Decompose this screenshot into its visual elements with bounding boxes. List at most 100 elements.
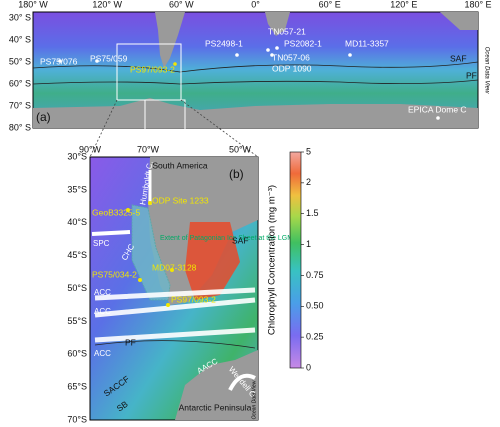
- site-marker: [275, 46, 279, 50]
- panel-label: (b): [229, 167, 244, 181]
- colorbar-tick-label: 0.50: [306, 301, 324, 311]
- x-tick-label: 60° E: [319, 0, 341, 9]
- front-label: PF: [466, 70, 477, 80]
- site-label: TN057-06: [272, 52, 310, 62]
- colorbar-tick-label: 1.5: [306, 208, 319, 218]
- site-marker: [148, 201, 152, 205]
- colorbar-tick-label: 0.75: [306, 270, 324, 280]
- connector: [89, 99, 118, 158]
- antarctica: [33, 98, 478, 128]
- pf-line: [94, 340, 256, 349]
- site-label: PS97/093-2: [171, 294, 216, 304]
- site-marker: [126, 208, 130, 212]
- y-tick-label: 35°S: [67, 184, 87, 194]
- current-label: ACC: [94, 307, 111, 316]
- site-marker: [436, 116, 440, 120]
- panel-a: 180° W 120° W 60° W 0° 60° E 120° E 180° E 30° …: [9, 0, 492, 132]
- saf-line: [32, 61, 479, 73]
- y-tick-label: 65°S: [67, 382, 87, 392]
- y-tick-label: 70° S: [9, 100, 31, 110]
- credit: Ocean Data View: [483, 47, 489, 94]
- colorbar-tick-label: 5: [306, 146, 311, 156]
- antarctic-peninsula: [175, 350, 258, 420]
- y-tick-label: 40° S: [9, 34, 31, 44]
- site-label: PS75/059: [90, 53, 128, 63]
- current-label: ACC: [94, 349, 111, 358]
- site-label: GeoB3325-5: [92, 207, 140, 217]
- y-tick-label: 30°S: [67, 151, 87, 161]
- site-label: PS2498-1: [205, 38, 243, 48]
- x-tick-label: 60° W: [169, 0, 194, 9]
- x-tick-label: 70°W: [137, 144, 160, 154]
- pf-line: [32, 79, 479, 85]
- colorbar-scale: [289, 151, 302, 369]
- ice-sheet: [131, 204, 171, 301]
- acc-arrow: [94, 287, 256, 343]
- site-label: MD11-3357: [345, 38, 389, 48]
- x-tick-label: 0°: [251, 0, 260, 9]
- y-tick-label: 60° S: [9, 78, 31, 88]
- panel-b: 90°W 70°W 50°W 30°S 35°S 40°S 45°S 50°S 55°S 60°S…: [67, 144, 293, 424]
- colorbar-tick-label: 1: [306, 239, 311, 249]
- current-label: ACC: [94, 288, 111, 297]
- colorbar-tick-label: 0.25: [306, 332, 324, 342]
- site-markers: [126, 201, 174, 307]
- site-label: ODP 1090: [272, 63, 312, 73]
- africa: [265, 12, 290, 36]
- site-marker: [58, 59, 62, 63]
- site-marker: [166, 303, 170, 307]
- land-label: South America: [152, 160, 208, 170]
- x-tick-label: 90°W: [79, 144, 102, 154]
- site-label: PS2082-1: [284, 38, 322, 48]
- site-label: TN057-21: [268, 26, 306, 36]
- y-tick-label: 45°S: [67, 250, 87, 260]
- site-marker: [266, 48, 270, 52]
- x-tick-label: 50°W: [229, 144, 252, 154]
- site-label: PS75/034-2: [92, 269, 137, 279]
- site-label: ODP Site 1233: [152, 195, 209, 205]
- x-tick-label: 120° E: [390, 0, 417, 9]
- current-label: SPC: [93, 239, 110, 248]
- site-label: PS97/093-2: [130, 64, 175, 74]
- x-tick-label: 120° W: [92, 0, 122, 9]
- panel-label: (a): [36, 110, 51, 124]
- site-marker: [173, 62, 177, 66]
- site-marker: [348, 53, 352, 57]
- y-tick-label: 40°S: [67, 217, 87, 227]
- y-tick-label: 30° S: [9, 12, 31, 22]
- x-tick-label: 180° W: [18, 0, 48, 9]
- site-markers: [58, 46, 440, 120]
- y-tick-label: 70°S: [67, 414, 87, 424]
- inset-box: [144, 99, 186, 131]
- current-label: PF: [125, 337, 136, 347]
- credit: Ocean Data View: [251, 380, 257, 419]
- site-marker: [95, 59, 99, 63]
- bloom: [185, 222, 240, 300]
- y-tick-label: 50°S: [67, 283, 87, 293]
- site-marker: [270, 53, 274, 57]
- south-america: [155, 12, 185, 68]
- y-tick-label: 80° S: [9, 122, 31, 132]
- site-label: MD07-3128: [152, 262, 197, 272]
- y-tick-label: 50° S: [9, 56, 31, 66]
- site-marker: [235, 53, 239, 57]
- y-tick-label: 55°S: [67, 316, 87, 326]
- current-label: SAF: [232, 235, 249, 245]
- connectors: [89, 99, 259, 158]
- colorbar-title: Chlorophyll Concentration (mg m⁻³): [267, 185, 278, 335]
- front-label: SAF: [450, 53, 467, 63]
- site-marker: [138, 278, 142, 282]
- y-tick-label: 60°S: [67, 349, 87, 359]
- site-label: EPICA Dome C: [408, 104, 467, 114]
- site-label: PS75/076: [40, 56, 78, 66]
- site-marker: [170, 268, 174, 272]
- land-label: Antarctic Peninsula: [179, 402, 252, 412]
- colorbar-tick-label: 0: [306, 362, 311, 372]
- x-tick-label: 180° E: [464, 0, 491, 9]
- colorbar-tick-label: 2: [306, 177, 311, 187]
- australia: [440, 12, 478, 30]
- current-arrow: [91, 230, 256, 391]
- colorbar: 5 2 1.5 1 0.75 0.50 0.25 0 Chlorophyll Concentr…: [267, 146, 324, 372]
- ice-sheet-label: Extent of Patagonian Ice Sheet at the LG…: [160, 235, 293, 242]
